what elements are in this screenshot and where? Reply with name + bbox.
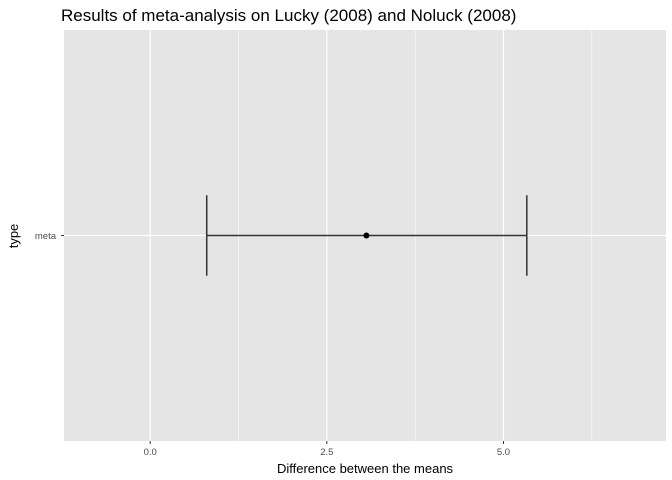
point-estimate [363, 232, 370, 239]
x-tick-label: 5.0 [497, 447, 510, 458]
chart-title: Results of meta-analysis on Lucky (2008)… [61, 6, 516, 25]
y-tick-label: meta [35, 231, 57, 242]
y-axis-title: type [6, 224, 21, 249]
axes: 0.0 2.5 5.0 meta [35, 231, 510, 458]
x-axis-title: Difference between the means [277, 461, 454, 476]
x-tick-label: 2.5 [320, 447, 333, 458]
data-marks [205, 195, 528, 276]
x-tick-label: 0.0 [144, 447, 157, 458]
